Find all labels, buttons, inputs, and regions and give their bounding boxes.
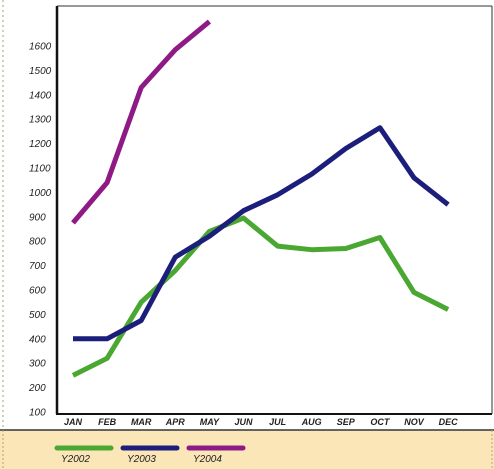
legend-label-y2002: Y2002 bbox=[61, 454, 90, 465]
y-tick-label: 1100 bbox=[29, 164, 51, 175]
y-tick-label: 1500 bbox=[29, 66, 52, 77]
y-tick-label: 500 bbox=[29, 310, 46, 321]
plot-frame bbox=[56, 6, 492, 414]
y-tick-label: 1400 bbox=[29, 90, 52, 101]
x-tick-label: APR bbox=[165, 417, 186, 427]
legend: Y2002 Y2003 Y2004 bbox=[54, 445, 246, 465]
x-tick-label: MAR bbox=[131, 417, 152, 427]
x-tick-label: OCT bbox=[370, 417, 391, 427]
legend-label-y2003: Y2003 bbox=[127, 454, 156, 465]
x-tick-label: SEP bbox=[337, 417, 356, 427]
y-tick-label: 700 bbox=[29, 261, 46, 272]
y-tick-labels: 100 200 300 400 500 600 700 800 900 1000 1100 1200 1… bbox=[28, 42, 52, 419]
y-tick-label: 800 bbox=[29, 237, 46, 248]
x-tick-label: JUN bbox=[234, 417, 253, 427]
series-line-y2004 bbox=[71, 19, 211, 225]
y-tick-label: 1200 bbox=[29, 139, 52, 150]
y-tick-label: 1000 bbox=[29, 188, 52, 199]
x-tick-label: FEB bbox=[98, 417, 117, 427]
y-tick-label: 300 bbox=[29, 359, 46, 370]
x-tick-label: DEC bbox=[439, 417, 459, 427]
y-tick-label: 200 bbox=[28, 383, 46, 394]
x-tick-label: MAY bbox=[200, 417, 220, 427]
series-line-y2003 bbox=[73, 125, 450, 342]
y-tick-label: 100 bbox=[29, 408, 46, 419]
x-tick-label: JAN bbox=[64, 417, 83, 427]
legend-label-y2004: Y2004 bbox=[193, 454, 222, 465]
x-tick-label: JUL bbox=[269, 417, 286, 427]
x-tick-label: NOV bbox=[404, 417, 425, 427]
series-line-y2002 bbox=[71, 215, 450, 378]
y-tick-label: 400 bbox=[29, 334, 46, 345]
y-tick-label: 1600 bbox=[29, 42, 52, 53]
series-lines bbox=[71, 19, 450, 378]
y-tick-label: 600 bbox=[29, 286, 46, 297]
x-tick-label: AUG bbox=[301, 417, 322, 427]
y-tick-label: 1300 bbox=[29, 115, 52, 126]
y-tick-label: 900 bbox=[29, 212, 46, 223]
x-tick-labels: JAN FEB MAR APR MAY JUN JUL AUG SEP OCT NOV DEC bbox=[64, 417, 458, 427]
